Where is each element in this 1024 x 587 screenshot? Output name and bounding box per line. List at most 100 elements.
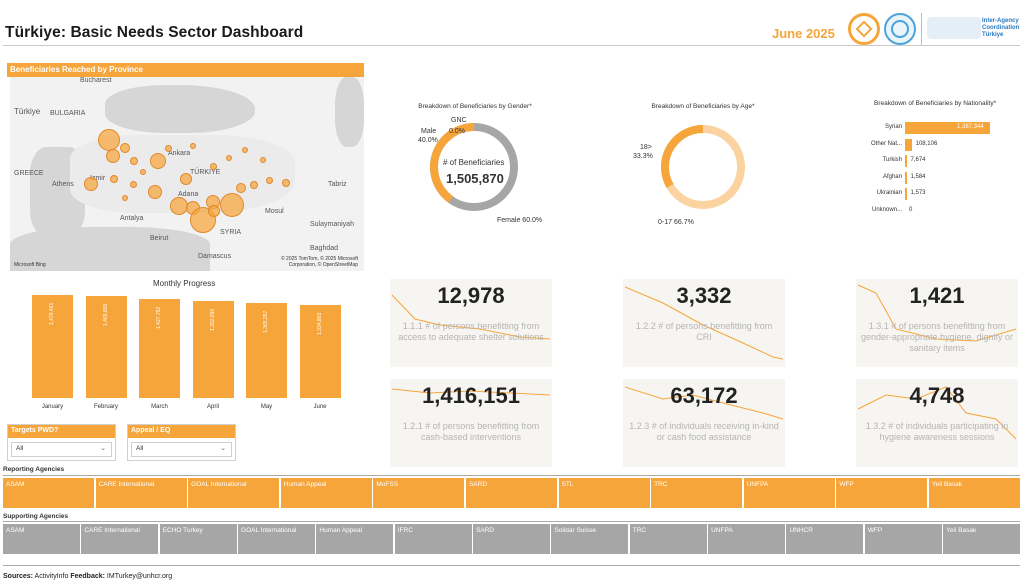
filter-appeal-eq-select[interactable]: All ⌄ [131,442,232,457]
nationality-bar[interactable] [905,155,907,167]
map-label: Türkiye [14,107,41,116]
province-bubble[interactable] [260,157,266,163]
supporting-agency-item[interactable]: UNHCR [786,524,864,554]
kpi-label: 1.3.1 # of persons benefitting from gend… [860,321,1014,353]
province-bubble[interactable] [282,179,290,187]
nationality-row[interactable]: Syrian 1,387,344 [850,122,1020,134]
feedback-email[interactable]: IMTurkey@unhcr.org [106,573,173,580]
nationality-row[interactable]: Ukrainian 1,573 [850,188,1020,200]
nationality-bar[interactable] [905,122,990,134]
monthly-month-label: January [41,404,64,410]
reporting-agency-item[interactable]: MoFSS [373,478,465,508]
nationality-bar[interactable] [905,171,907,184]
nationality-value: 7,674 [910,157,926,163]
monthly-bar[interactable] [32,295,73,398]
un-logo-icon [884,13,916,45]
province-bubble[interactable] [130,157,138,165]
province-bubble[interactable] [150,153,166,169]
chevron-down-icon: ⌄ [220,445,226,452]
kpi-card-1-2-2[interactable]: 3,332 1.2.2 # of persons benefitting fro… [623,279,785,367]
reporting-agency-item[interactable]: Yeli Basak [928,478,1020,508]
province-bubble[interactable] [122,195,128,201]
monthly-bar-value: 1,392,690 [209,309,216,332]
supporting-agency-item[interactable]: CARE International [81,524,159,554]
province-bubble[interactable] [165,145,172,152]
province-bubble[interactable] [242,147,248,153]
province-bubble[interactable] [208,205,220,217]
nationality-row[interactable]: Unknown... 0 [850,205,1020,217]
kpi-label: 1.2.3 # of individuals receiving in-kind… [629,421,779,442]
gender-center-label: # of Beneficiaries [443,158,505,167]
map-label: Ankara [168,150,191,157]
province-bubble[interactable] [250,181,258,189]
province-bubble[interactable] [110,175,118,183]
age-donut[interactable] [658,122,748,212]
map-credit: © 2025 TomTom, © 2025 Microsoft Corporat… [280,256,358,268]
nationality-bar[interactable] [905,188,907,200]
monthly-month-label: February [93,404,118,410]
kpi-card-1-3-1[interactable]: 1,421 1.3.1 # of persons benefitting fro… [856,279,1018,367]
province-bubble[interactable] [190,143,196,149]
nationality-row[interactable]: Other Nat... 108,106 [850,138,1020,151]
age-18plus-label: 18> [640,144,652,151]
monthly-bar[interactable] [192,301,234,398]
supporting-agency-item[interactable]: IFRC [394,524,472,554]
supporting-agency-item[interactable]: Solidar Suisse [551,524,629,554]
kpi-card-1-2-1[interactable]: 1,416,151 1.2.1 # of persons benefitting… [390,379,552,467]
province-bubble[interactable] [236,183,246,193]
supporting-agency-item[interactable]: WFP [864,524,942,554]
province-bubble[interactable] [98,129,120,151]
province-bubble[interactable] [130,181,137,188]
reporting-agency-item[interactable]: ASAM [3,478,95,508]
monthly-bar[interactable] [246,303,287,398]
map-label: Sulaymaniyah [310,221,354,228]
supporting-agency-item[interactable]: SARD [473,524,550,554]
supporting-agency-item[interactable]: TRC [629,524,707,554]
supporting-agency-item[interactable]: GOAL International [238,524,315,554]
reporting-agency-item[interactable]: SARD [465,478,558,508]
province-bubble[interactable] [266,177,273,184]
monthly-bar[interactable] [299,305,341,398]
kpi-card-1-1-1[interactable]: 12,978 1.1.1 # of persons benefitting fr… [390,279,552,367]
province-bubble[interactable] [84,177,98,191]
kpi-card-1-3-2[interactable]: 4,748 1.3.2 # of individuals participati… [856,379,1018,467]
monthly-month-label: April [206,404,219,410]
supporting-agency-item[interactable]: ECHO Turkey [159,524,237,554]
kpi-label: 1.1.1 # of persons benefitting from acce… [398,321,544,342]
map-label: Adana [178,191,199,198]
reporting-agency-item[interactable]: Human Appeal [280,478,372,508]
nationality-row[interactable]: Turkish 7,674 [850,155,1020,167]
reporting-agency-item[interactable]: STL [558,478,650,508]
gender-donut[interactable] [427,120,521,214]
province-bubble[interactable] [180,173,192,185]
reporting-agency-item[interactable]: WFP [836,478,928,508]
province-bubble[interactable] [220,193,244,217]
reporting-agency-item[interactable]: GOAL International [188,478,280,508]
filter-targets-pwd-select[interactable]: All ⌄ [11,442,112,457]
map-label: TÜRKIYE [190,169,221,176]
supporting-agency-item[interactable]: ASAM [3,524,80,554]
supporting-agency-item[interactable]: UNFPA [708,524,785,554]
supporting-agency-item[interactable]: Human Appeal [316,524,394,554]
reporting-agency-item[interactable]: TRC [651,478,743,508]
nationality-bar[interactable] [905,138,912,151]
province-bubble[interactable] [120,143,130,153]
gender-segment-male[interactable] [430,123,518,211]
province-bubble[interactable] [140,169,146,175]
kpi-card-1-2-3[interactable]: 63,172 1.2.3 # of individuals receiving … [623,379,785,467]
province-bubble[interactable] [148,185,162,199]
nationality-row[interactable]: Afghan 1,584 [850,171,1020,184]
monthly-bar[interactable] [139,299,180,398]
chevron-down-icon: ⌄ [100,445,106,452]
province-map[interactable]: Bucharest BULGARIA Türkiye GREECE Athens… [10,77,364,271]
report-period: June 2025 [772,26,835,41]
kpi-sparkline [391,388,551,396]
reporting-agency-item[interactable]: UNFPA [743,478,835,508]
province-bubble[interactable] [106,149,120,163]
province-bubble[interactable] [226,155,232,161]
reporting-agency-item[interactable]: CARE International [95,478,187,508]
province-bubble[interactable] [210,163,217,170]
monthly-bar[interactable] [85,296,127,398]
age-segment-18plus[interactable] [661,125,745,209]
supporting-agency-item[interactable]: Yeli Basak [943,524,1020,554]
